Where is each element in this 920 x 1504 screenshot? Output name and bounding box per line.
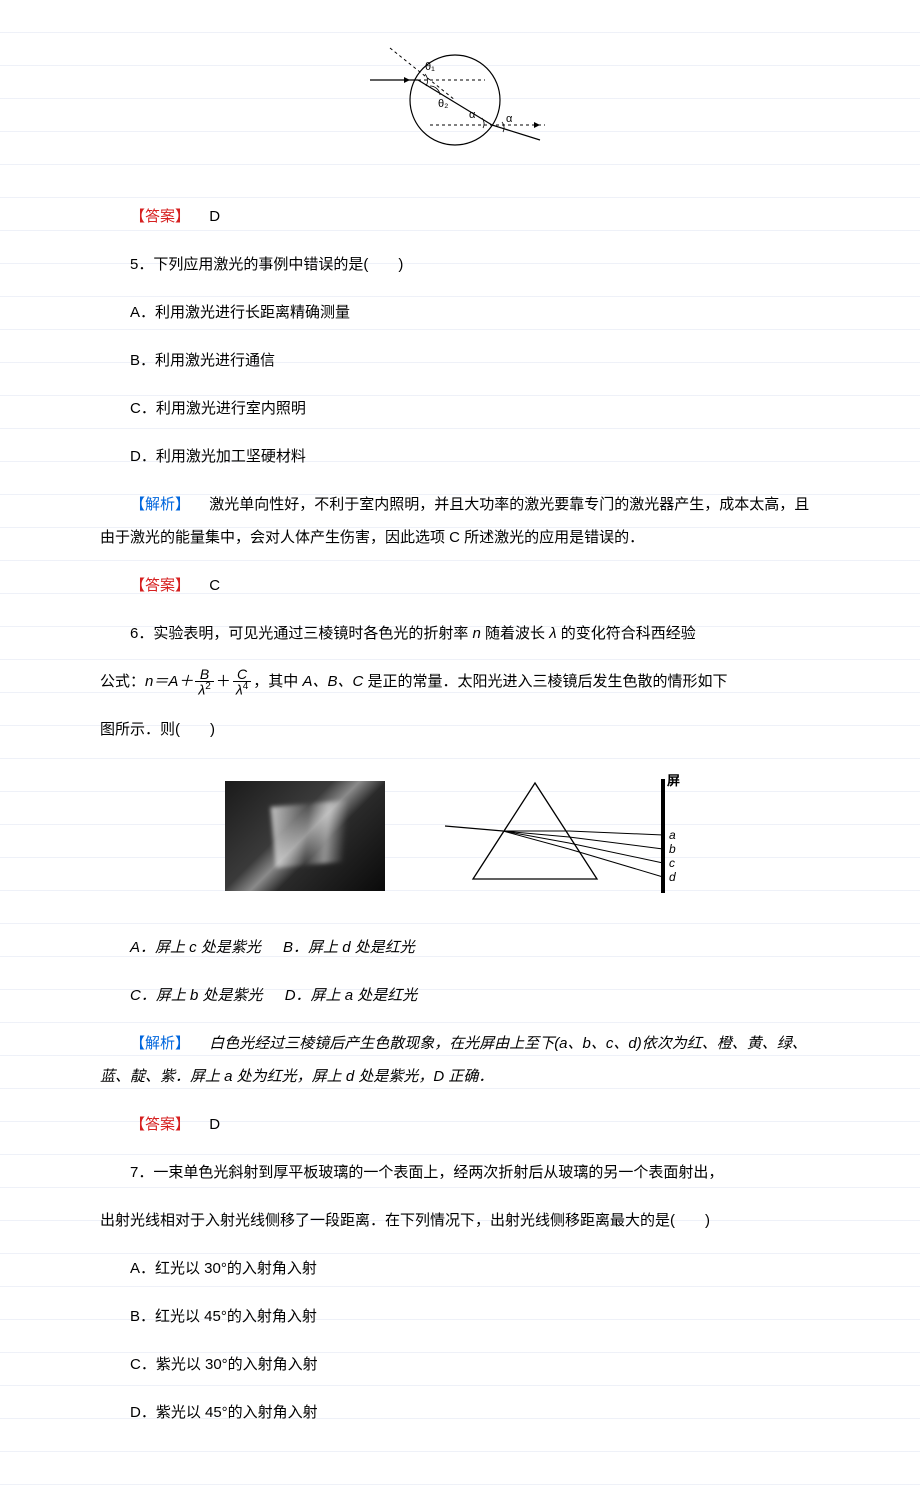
q6-analysis-text: 白色光经过三棱镜后产生色散现象，在光屏由上至下(a、b、c、d)依次为红、橙、黄…	[100, 1035, 807, 1085]
q6-stem-line3: 图所示．则( )	[100, 713, 820, 746]
answer-label: 【答案】	[130, 577, 190, 594]
ray-c-label: c	[669, 856, 675, 870]
answer-label: 【答案】	[130, 208, 190, 225]
prism-diagram: 屏 a b c d	[445, 771, 695, 901]
alpha1-label: α	[469, 109, 476, 121]
q7-option-a: A．红光以 30°的入射角入射	[100, 1252, 820, 1285]
q5-stem: 5．下列应用激光的事例中错误的是( )	[100, 248, 820, 281]
q6-analysis: 【解析】 白色光经过三棱镜后产生色散现象，在光屏由上至下(a、b、c、d)依次为…	[100, 1027, 820, 1093]
theta2-label: θ₂	[438, 98, 448, 110]
ray-b-label: b	[669, 842, 676, 856]
refraction-circle-diagram: θ₁ θ₂ α α	[100, 30, 820, 185]
analysis-label: 【解析】	[130, 1035, 190, 1052]
alpha2-label: α	[506, 113, 513, 125]
q6-stem-line1: 6．实验表明，可见光通过三棱镜时各色光的折射率 n 随着波长 λ 的变化符合科西…	[100, 617, 820, 650]
q6-answer-line: 【答案】 D	[100, 1108, 820, 1141]
q5-option-d: D．利用激光加工坚硬材料	[100, 440, 820, 473]
q6-option-d: D．屏上 a 处是红光	[285, 987, 418, 1004]
analysis-label: 【解析】	[130, 496, 190, 513]
screen-label: 屏	[667, 773, 680, 788]
q5-analysis: 【解析】 激光单向性好，不利于室内照明，并且大功率的激光要靠专门的激光器产生，成…	[100, 488, 820, 554]
q6-answer: D	[209, 1116, 220, 1133]
q5-option-b: B．利用激光进行通信	[100, 344, 820, 377]
q7-stem-l1: 7．一束单色光斜射到厚平板玻璃的一个表面上，经两次折射后从玻璃的另一个表面射出，	[100, 1156, 820, 1189]
q6-option-a: A．屏上 c 处是紫光	[130, 939, 261, 956]
q6-figure-row: 屏 a b c d	[100, 761, 820, 916]
ray-d-label: d	[669, 870, 676, 884]
q6-options-row2: C．屏上 b 处是紫光 D．屏上 a 处是红光	[100, 979, 820, 1012]
q4-answer-line: 【答案】 D	[100, 200, 820, 233]
q5-answer-line: 【答案】 C	[100, 569, 820, 602]
q4-answer: D	[209, 208, 220, 225]
q6-options-row1: A．屏上 c 处是紫光 B．屏上 d 处是红光	[100, 931, 820, 964]
q7-option-d: D．紫光以 45°的入射角入射	[100, 1396, 820, 1429]
q5-analysis-text: 激光单向性好，不利于室内照明，并且大功率的激光要靠专门的激光器产生，成本太高，且…	[100, 496, 809, 546]
theta1-label: θ₁	[425, 61, 435, 73]
answer-label: 【答案】	[130, 1116, 190, 1133]
q6-option-c: C．屏上 b 处是紫光	[130, 987, 263, 1004]
q7-stem-l2: 出射光线相对于入射光线侧移了一段距离．在下列情况下，出射光线侧移距离最大的是( …	[100, 1204, 820, 1237]
q5-option-a: A．利用激光进行长距离精确测量	[100, 296, 820, 329]
q7-option-c: C．紫光以 30°的入射角入射	[100, 1348, 820, 1381]
q5-option-c: C．利用激光进行室内照明	[100, 392, 820, 425]
q7-option-b: B．红光以 45°的入射角入射	[100, 1300, 820, 1333]
ray-a-label: a	[669, 828, 676, 842]
prism-photo	[225, 781, 385, 891]
q6-option-b: B．屏上 d 处是红光	[283, 939, 415, 956]
q5-answer: C	[209, 577, 220, 594]
q6-formula-line: 公式：n＝A＋Bλ2＋Cλ4，其中 A、B、C 是正的常量．太阳光进入三棱镜后发…	[100, 665, 820, 698]
